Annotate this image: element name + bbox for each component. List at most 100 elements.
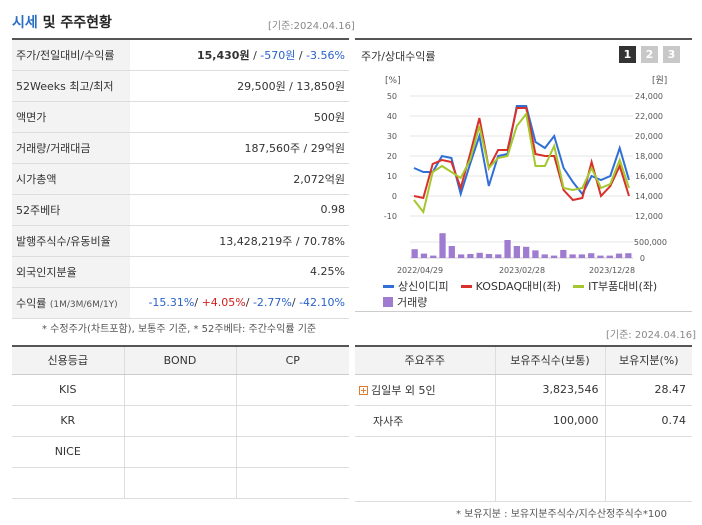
legend-item: 상신이디피: [383, 278, 449, 294]
right-axis-unit: [원]: [652, 75, 667, 86]
left-tick-label: 50: [387, 92, 397, 101]
price-table: 주가/전일대비/수익률 15,430원 / -570원 / -3.56% 52W…: [12, 38, 349, 319]
right-tick-label: 14,000: [635, 192, 663, 201]
volume-bar: [588, 253, 595, 258]
right-tick-label: 20,000: [635, 132, 663, 141]
right-tick-label: 16,000: [635, 172, 663, 181]
volume-bar: [457, 254, 465, 258]
chart-tab-2[interactable]: 2: [641, 46, 658, 63]
volume-tick-label: 500,000: [634, 238, 667, 247]
price-row: 발행주식수/유동비율 13,428,219주 / 70.78%: [12, 225, 349, 257]
return-1m: -15.31%: [148, 296, 195, 309]
price-label: 액면가: [12, 101, 130, 133]
price-footnote: * 수정주가(차트포함), 보통주 기준, * 52주베타: 주간수익률 기준: [42, 324, 317, 335]
table-row: + 김일부 외 5인 3,823,546 28.47: [355, 374, 692, 406]
volume-bar: [560, 250, 567, 258]
price-value: 29,500원 / 13,850원: [130, 70, 349, 102]
credit-cp: [236, 374, 349, 406]
chart-tab-3[interactable]: 3: [663, 46, 680, 63]
returns-label-sub: (1M/3M/6M/1Y): [49, 299, 118, 310]
volume-bar: [513, 246, 520, 258]
volume-bar: [597, 255, 604, 258]
table-row: 자사주 100,000 0.74: [355, 405, 692, 437]
shareholder-name: 자사주: [355, 405, 496, 437]
x-tick-label: 2022/04/29: [397, 266, 443, 275]
volume-bar: [430, 255, 437, 258]
volume-bar: [550, 255, 558, 258]
shareholder-header: 보유지분(%): [605, 346, 692, 375]
credit-header: CP: [236, 346, 349, 375]
volume-tick-label: 0: [640, 254, 645, 263]
right-tick-label: 22,000: [635, 112, 663, 121]
price-value-first: 15,430원 / -570원 / -3.56%: [130, 39, 349, 71]
price-label: 52주베타: [12, 194, 130, 226]
price-row: 52주베타 0.98: [12, 194, 349, 226]
price-row: 52Weeks 최고/최저 29,500원 / 13,850원: [12, 70, 349, 102]
chart-tab-1[interactable]: 1: [619, 46, 636, 63]
legend-label: KOSDAQ대비(좌): [475, 280, 562, 293]
price-rate: -3.56%: [306, 48, 345, 62]
shareholder-shares: 100,000: [495, 405, 606, 437]
credit-agency: KIS: [12, 374, 125, 406]
price-value: 2,072억원: [130, 163, 349, 195]
expand-plus-icon[interactable]: +: [359, 386, 368, 395]
return-6m: -2.77%: [252, 296, 292, 309]
credit-bond: [124, 374, 237, 406]
left-tick-label: 0: [392, 192, 397, 201]
shareholder-header-row: 주요주주 보유주식수(보통) 보유지분(%): [355, 346, 692, 375]
volume-bar: [625, 253, 632, 258]
chart-panel: 주가/상대수익률 1 2 3 [%] [원] 50 40 30 20 10 0 -10 24,00…: [355, 38, 692, 312]
price-label: 시가총액: [12, 163, 130, 195]
left-tick-label: 20: [387, 152, 397, 161]
volume-bar: [569, 254, 576, 258]
table-row: KR: [12, 405, 349, 437]
credit-cp: [236, 436, 349, 468]
volume-bar: [476, 252, 483, 258]
volume-bar: [411, 249, 418, 258]
price-row: 액면가 500원: [12, 101, 349, 133]
table-row: [12, 467, 349, 499]
current-price: 15,430원: [197, 48, 250, 62]
price-label: 외국인지분율: [12, 256, 130, 288]
page-title-rest: 및 주주현황: [37, 15, 112, 31]
credit-header-row: 신용등급 BOND CP: [12, 346, 349, 375]
returns-label: 수익률 (1M/3M/6M/1Y): [12, 287, 130, 319]
table-row: NICE: [12, 436, 349, 468]
shareholder-name[interactable]: 김일부 외 5인: [371, 383, 436, 397]
shareholder-shares: 3,823,546: [495, 374, 606, 406]
volume-bar: [467, 254, 474, 258]
credit-bond: [124, 467, 237, 499]
return-3m: +4.05%: [201, 296, 246, 309]
price-row: 시가총액 2,072억원: [12, 163, 349, 195]
price-value: 4.25%: [130, 256, 349, 288]
chart-title: 주가/상대수익률: [361, 50, 436, 63]
legend-label: IT부품대비(좌): [588, 280, 658, 293]
page-title-accent: 시세: [12, 15, 38, 31]
shareholder-name-cell[interactable]: + 김일부 외 5인: [355, 374, 496, 406]
shareholder-header: 보유주식수(보통): [495, 346, 606, 375]
series-line: [413, 105, 630, 198]
legend-item: KOSDAQ대비(좌): [460, 278, 562, 294]
legend-item: IT부품대비(좌): [573, 278, 657, 294]
credit-bond: [124, 405, 237, 437]
volume-bar: [439, 233, 446, 258]
volume-bar: [495, 254, 502, 258]
credit-bond: [124, 436, 237, 468]
price-label: 주가/전일대비/수익률: [12, 39, 130, 71]
volume-bar: [578, 254, 586, 258]
returns-row: 수익률 (1M/3M/6M/1Y) -15.31%/ +4.05%/ -2.77…: [12, 287, 349, 319]
price-value: 187,560주 / 29억원: [130, 132, 349, 164]
price-label: 거래량/거래대금: [12, 132, 130, 164]
price-label: 52Weeks 최고/최저: [12, 70, 130, 102]
chart-date: [기준: 2024.04.16]: [606, 330, 697, 341]
credit-cp: [236, 405, 349, 437]
volume-bar: [485, 254, 493, 258]
right-tick-label: 18,000: [635, 152, 663, 161]
legend-item: 거래량: [383, 294, 427, 310]
x-tick-label: 2023/12/28: [589, 266, 635, 275]
legend-label: 거래량: [397, 296, 428, 309]
left-tick-label: 40: [387, 112, 397, 121]
right-tick-label: 24,000: [635, 92, 663, 101]
price-label: 발행주식수/유동비율: [12, 225, 130, 257]
price-change: -570원: [260, 48, 296, 62]
